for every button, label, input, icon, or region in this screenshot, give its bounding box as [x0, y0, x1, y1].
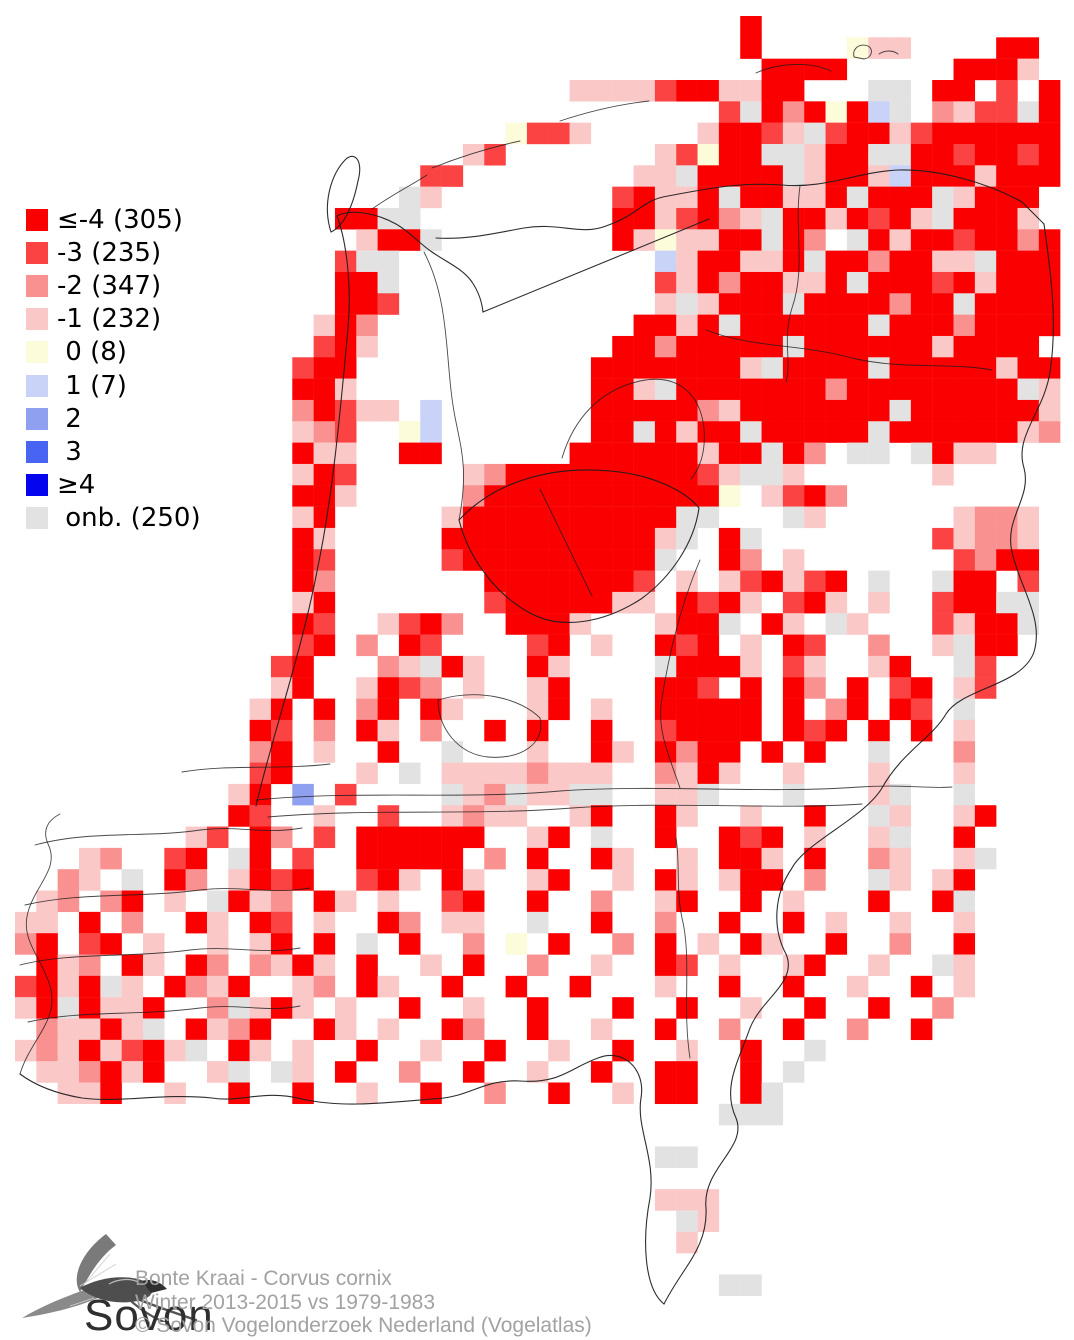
border-belgium: [19, 1054, 665, 1305]
border-utrecht: [437, 694, 542, 758]
legend-item: 2: [26, 402, 201, 435]
legend-item: -3 (235): [26, 236, 201, 269]
copyright-line: © Sovon Vogelonderzoek Nederland (Vogela…: [135, 1314, 592, 1337]
netherlands-outline: [19, 44, 1054, 1305]
legend-item: ≤-4 (305): [26, 203, 201, 236]
legend-swatch: [26, 374, 48, 397]
legend-swatch: [26, 474, 48, 497]
sovon-logo-text: Sovon: [84, 1291, 214, 1340]
river-rhine: [255, 785, 953, 801]
sovon-swallow-logo-icon: [22, 1234, 198, 1322]
legend-label: 2: [57, 403, 82, 434]
legend-label: 3: [57, 436, 82, 467]
river-ijssel: [660, 559, 701, 789]
legend-swatch: [26, 208, 48, 231]
legend-swatch: [26, 308, 48, 331]
legend-item: 0 (8): [26, 336, 201, 369]
zeeland-island-2: [24, 887, 311, 906]
legend-label: onb. (250): [57, 503, 201, 534]
legend: ≤-4 (305) -3 (235) -2 (347) -1 (232) 0 (8) …: [26, 203, 201, 535]
legend-label: 0 (8): [57, 337, 127, 368]
zeeland-island-4: [27, 1005, 301, 1023]
legend-item: ≥4: [26, 469, 201, 502]
footer-caption: Bonte Kraai - Corvus cornix Winter 2013-…: [135, 1267, 592, 1338]
afsluitdijk-line: [482, 218, 710, 313]
zeeland-island-1: [34, 827, 303, 846]
legend-swatch: [26, 241, 48, 264]
rottumeroog-outline: [878, 50, 899, 55]
legend-label: ≥4: [57, 470, 96, 501]
legend-item: 3: [26, 435, 201, 468]
legend-swatch: [26, 507, 48, 530]
legend-swatch: [26, 274, 48, 297]
markermeer-coast: [423, 251, 465, 521]
rottumerplaat-outline: [853, 44, 872, 60]
zeeland-west-coast: [19, 813, 61, 1075]
vlieland-outline: [371, 174, 428, 210]
terschelling-outline: [431, 140, 521, 169]
border-germany: [663, 223, 1054, 1305]
legend-label: -3 (235): [57, 237, 162, 268]
knardijk-line: [539, 488, 593, 597]
border-friesland-groningen: [785, 185, 801, 383]
legend-item: -1 (232): [26, 303, 201, 336]
ameland-outline: [559, 100, 650, 122]
legend-item: -2 (347): [26, 269, 201, 302]
noordoostpolder-outline: [561, 378, 705, 480]
coastline-dunes: [255, 215, 350, 807]
coastline-noordholland-head: [336, 211, 484, 313]
legend-swatch: [26, 341, 48, 364]
legend-swatch: [26, 440, 48, 463]
legend-item: 1 (7): [26, 369, 201, 402]
legend-label: 1 (7): [57, 370, 127, 401]
species-title: Bonte Kraai - Corvus cornix: [135, 1267, 392, 1290]
legend-label: -2 (347): [57, 270, 162, 301]
border-drenthe: [705, 329, 993, 371]
zeeland-island-3: [19, 947, 301, 966]
period-subtitle: Winter 2013-2015 vs 1979-1983: [135, 1290, 436, 1314]
legend-label: ≤-4 (305): [57, 204, 183, 235]
flevoland-outline: [458, 469, 700, 623]
river-maas-limburg: [675, 837, 691, 1059]
waterweg-line: [181, 763, 331, 773]
texel-outline: [326, 155, 361, 233]
coastline-north: [435, 169, 1045, 239]
legend-swatch: [26, 407, 48, 430]
legend-label: -1 (232): [57, 304, 162, 335]
legend-item: onb. (250): [26, 502, 201, 535]
schiermonnikoog-outline: [755, 64, 832, 74]
river-waal: [267, 803, 863, 818]
